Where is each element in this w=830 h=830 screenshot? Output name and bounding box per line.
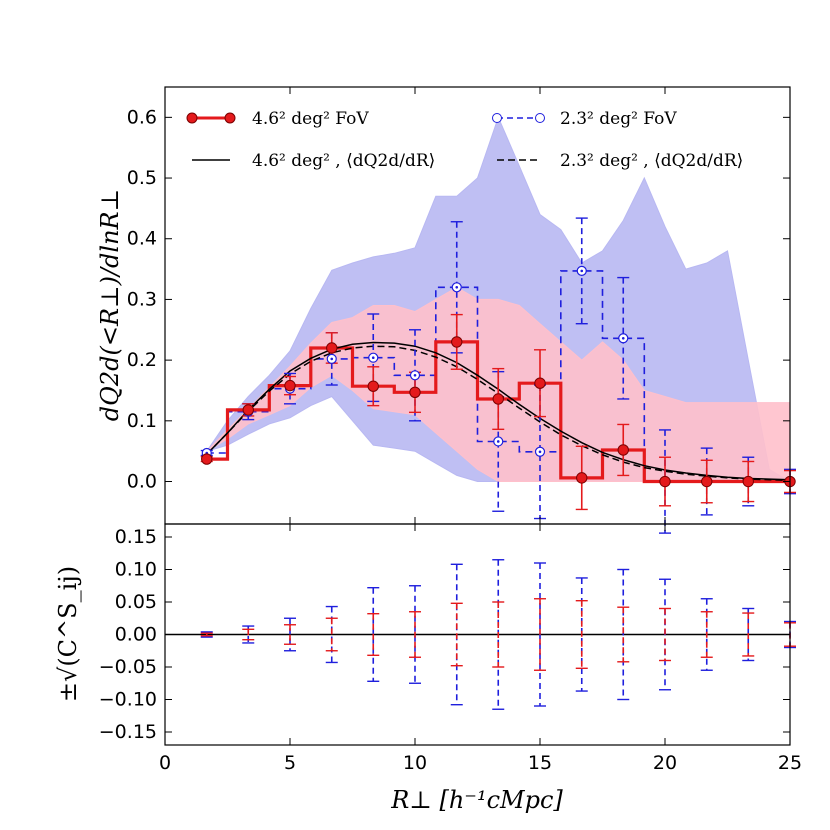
bottom-y-tick-label: −0.10 [99,689,157,711]
legend: 4.6² deg² FoV 2.3² deg² FoV 4.6² deg² , … [186,109,743,171]
point-23-center [538,450,542,454]
point-46 [409,386,421,398]
bottom-errorbars [200,559,796,710]
point-23-center [371,356,375,359]
point-46 [451,336,463,348]
point-46 [576,472,588,484]
legend-label-46-mean: 4.6² deg² , ⟨dQ2d/dR⟩ [252,151,435,171]
top-panel: 0.0 0.1 0.2 0.3 0.4 0.5 0.6 [127,86,796,534]
bottom-x-tick-label: 25 [778,752,802,774]
bottom-y-tick-label: 0.10 [115,559,157,581]
top-y-tick-label: 0.4 [127,228,157,250]
bottom-x-tick-label: 5 [284,752,296,774]
point-46 [742,475,754,488]
legend-marker-blue [535,113,545,123]
bottom-x-tick-label: 15 [528,752,552,774]
top-y-tick-label: 0.0 [127,471,157,493]
bottom-y-tick-label: 0.05 [115,591,157,613]
bottom-ticks: 0 5 10 15 20 25 0.15 0.10 0.05 0.00 −0.05 −0.10 −0.1… [99,524,802,774]
bottom-y-tick-label: 0.15 [115,526,157,548]
point-46 [326,342,338,354]
top-y-tick-label: 0.6 [127,106,157,128]
legend-marker-red [186,112,198,124]
point-46 [367,380,379,392]
top-y-tick-label: 0.3 [127,288,157,310]
bottom-x-tick-label: 0 [159,752,171,774]
top-y-tick-label: 0.5 [127,167,157,189]
bottom-y-tick-label: −0.05 [99,656,157,678]
point-46 [242,404,254,416]
point-46 [284,379,296,392]
top-ticks: 0.0 0.1 0.2 0.3 0.4 0.5 0.6 [127,87,791,524]
bottom-y-axis-label: ±√(C^S_ij) [54,566,82,702]
bottom-y-tick-label: 0.00 [115,624,157,646]
top-y-tick-label: 0.1 [127,410,157,432]
point-46 [201,453,213,465]
point-46 [701,475,713,488]
point-46 [617,444,629,456]
bottom-x-tick-label: 20 [653,752,677,774]
point-46 [492,393,504,405]
point-23-center [621,336,625,340]
legend-label-23-fov: 2.3² deg² FoV [560,109,677,129]
top-y-tick-label: 0.2 [127,349,157,371]
point-23-center [496,440,500,443]
top-step-series [206,270,790,484]
step-line-46 [206,340,790,484]
x-axis-label: R⊥ [h⁻¹cMpc] [390,786,563,814]
bottom-panel: 0 5 10 15 20 25 0.15 0.10 0.05 0.00 −0.05 −0.10 −0.1… [99,523,802,774]
legend-marker-blue [492,113,502,123]
point-23-center [413,373,417,377]
point-23-center [330,357,334,361]
top-y-axis-label: dQ2d(<R⊥)/dlnR⊥ [96,189,124,421]
bottom-y-tick-label: −0.15 [99,721,157,743]
legend-label-46-fov: 4.6² deg² FoV [252,109,369,129]
point-46 [534,377,546,389]
legend-label-23-mean: 2.3² deg² , ⟨dQ2d/dR⟩ [560,151,743,171]
bottom-x-tick-label: 10 [403,752,427,774]
point-46 [659,475,671,488]
point-23-center [455,285,459,289]
step-line-23 [206,270,790,483]
point-23-center [580,269,584,273]
legend-marker-red [224,112,236,124]
top-points [201,265,796,488]
